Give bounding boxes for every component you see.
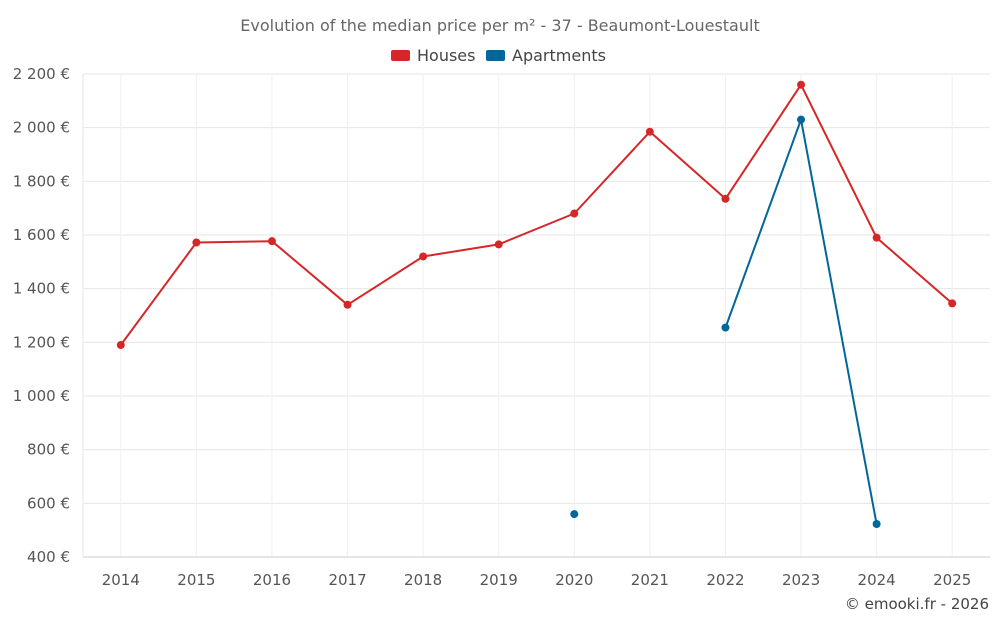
series-layer (116, 80, 957, 528)
apartments-point-2022[interactable] (721, 323, 730, 332)
legend-label-houses[interactable]: Houses (417, 46, 475, 65)
x-tick-label: 2024 (858, 571, 896, 589)
x-tick-label: 2019 (480, 571, 518, 589)
houses-point-2017[interactable] (343, 300, 352, 309)
y-tick-label: 400 € (27, 548, 70, 566)
houses-point-2025[interactable] (948, 299, 957, 308)
houses-point-2023[interactable] (797, 80, 806, 89)
houses-point-2020[interactable] (570, 209, 579, 218)
credit-text: © emooki.fr - 2026 (845, 595, 989, 613)
apartments-point-2023[interactable] (797, 115, 806, 124)
x-tick-label: 2025 (933, 571, 971, 589)
houses-point-2022[interactable] (721, 194, 730, 203)
x-tick-label: 2016 (253, 571, 291, 589)
x-tick-label: 2018 (404, 571, 442, 589)
houses-point-2024[interactable] (872, 233, 881, 242)
x-tick-label: 2015 (177, 571, 215, 589)
houses-point-2015[interactable] (192, 238, 201, 247)
legend-label-apartments[interactable]: Apartments (512, 46, 606, 65)
chart-title: Evolution of the median price per m² - 3… (240, 16, 759, 35)
y-tick-label: 1 400 € (13, 280, 70, 298)
y-tick-label: 2 000 € (13, 119, 70, 137)
houses-point-2018[interactable] (419, 252, 428, 261)
y-tick-label: 800 € (27, 441, 70, 459)
y-tick-label: 1 600 € (13, 226, 70, 244)
y-tick-label: 1 000 € (13, 387, 70, 405)
apartments-point-2024[interactable] (872, 519, 881, 528)
x-tick-label: 2014 (102, 571, 140, 589)
houses-series-line (119, 83, 953, 346)
houses-point-2019[interactable] (494, 240, 503, 249)
legend: Houses Apartments (391, 46, 606, 65)
y-tick-label: 600 € (27, 494, 70, 512)
x-tick-label: 2017 (328, 571, 366, 589)
apartments-point-2020[interactable] (570, 510, 579, 519)
houses-point-2021[interactable] (645, 127, 654, 136)
x-tick-label: 2020 (555, 571, 593, 589)
legend-swatch-houses[interactable] (391, 50, 410, 61)
y-tick-label: 1 200 € (13, 333, 70, 351)
x-tick-label: 2023 (782, 571, 820, 589)
x-tick-label: 2022 (706, 571, 744, 589)
y-tick-label: 2 200 € (13, 65, 70, 83)
axes: 400 € 600 € 800 € 1 000 € 1 200 € 1 400 € 1 60… (13, 65, 990, 589)
x-tick-label: 2021 (631, 571, 669, 589)
houses-point-2014[interactable] (116, 341, 125, 350)
legend-swatch-apartments[interactable] (486, 50, 505, 61)
grid (83, 73, 990, 558)
houses-point-2016[interactable] (267, 237, 276, 246)
y-tick-label: 1 800 € (13, 172, 70, 190)
